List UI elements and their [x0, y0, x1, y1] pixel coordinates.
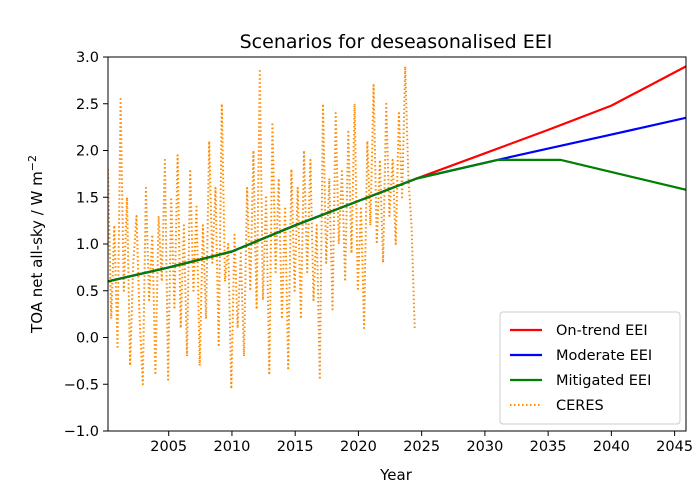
y-tick-label: 2.5	[76, 97, 99, 113]
plot-area	[108, 65, 686, 390]
series-line-mitigated-eei	[108, 158, 686, 283]
series-line-ceres	[108, 65, 416, 390]
y-axis-label-superscript: −2	[26, 155, 39, 171]
series-line-moderate-eei	[108, 116, 686, 283]
y-axis-label-text: TOA net all-sky / W m	[28, 171, 46, 334]
y-tick-label: 1.0	[76, 237, 99, 253]
x-tick-label: 2035	[530, 439, 567, 455]
chart-title: Scenarios for deseasonalised EEI	[240, 31, 553, 53]
x-tick-label: 2005	[150, 439, 187, 455]
y-tick-label: −1.0	[64, 424, 99, 440]
legend-label: On-trend EEI	[556, 323, 648, 339]
y-tick-label: 3.0	[76, 50, 99, 66]
series-line-on-trend-eei	[108, 65, 686, 283]
legend: On-trend EEI Moderate EEI Mitigated EEI CER…	[499, 311, 681, 425]
x-axis-label: Year	[379, 466, 413, 484]
x-tick-label: 2015	[277, 439, 314, 455]
legend-label: Moderate EEI	[556, 348, 652, 364]
legend-label: CERES	[556, 398, 604, 414]
x-tick-label: 2045	[656, 439, 693, 455]
x-tick-label: 2040	[593, 439, 630, 455]
y-tick-label: 2.0	[76, 144, 99, 160]
x-tick-label: 2010	[213, 439, 250, 455]
x-tick-label: 2025	[403, 439, 440, 455]
x-tick-label: 2020	[340, 439, 377, 455]
legend-label: Mitigated EEI	[556, 373, 651, 389]
y-tick-label: 0.0	[76, 331, 99, 347]
y-tick-label: −0.5	[64, 377, 99, 393]
x-tick-label: 2030	[466, 439, 503, 455]
y-axis-label: TOA net all-sky / W m−2	[26, 155, 46, 334]
axes: 2005 2010 2015 2020 2025 2030 2035 2040 2045 3.0 2…	[64, 50, 693, 455]
y-tick-label: 0.5	[76, 284, 99, 300]
legend-box	[499, 311, 681, 425]
y-tick-label: 1.5	[76, 190, 99, 206]
